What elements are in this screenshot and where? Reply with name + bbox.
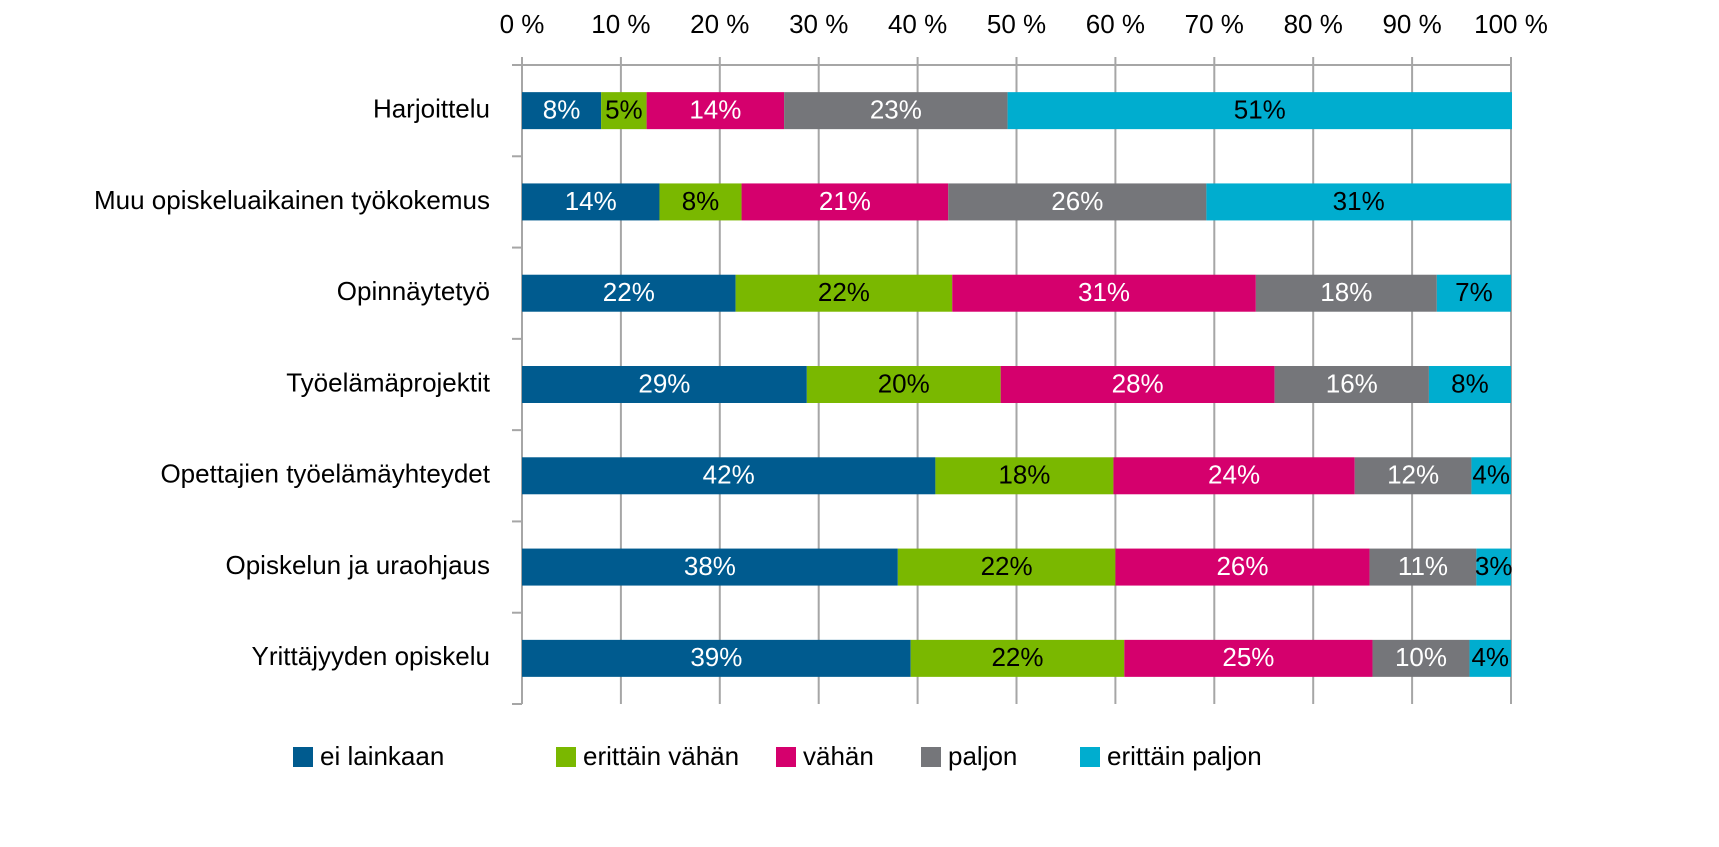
bar-segment — [741, 183, 949, 221]
bar-segment — [948, 183, 1207, 221]
data-label: 4% — [1471, 642, 1509, 672]
bar-segment — [522, 366, 807, 403]
bar-segment — [522, 639, 911, 677]
category-label: Muu opiskeluaikainen työkokemus — [94, 185, 490, 215]
data-label: 39% — [690, 642, 742, 672]
legend-swatch — [921, 747, 941, 767]
bar-segment — [522, 274, 736, 312]
bar-segment — [806, 366, 1001, 403]
data-label: 18% — [998, 460, 1050, 490]
bar-segment — [1372, 639, 1470, 677]
data-label: 24% — [1208, 460, 1260, 490]
data-label: 8% — [543, 95, 581, 125]
data-label: 3% — [1475, 551, 1513, 581]
data-label: 22% — [981, 551, 1033, 581]
legend-label: erittäin vähän — [583, 741, 739, 771]
bar-segment — [1274, 366, 1429, 403]
x-tick-label: 10 % — [591, 9, 650, 39]
data-label: 21% — [819, 186, 871, 216]
legend-swatch — [776, 747, 796, 767]
data-label: 8% — [682, 186, 720, 216]
data-label: 28% — [1112, 368, 1164, 398]
x-tick-label: 100 % — [1474, 9, 1548, 39]
x-tick-label: 40 % — [888, 9, 947, 39]
bar-segment — [1369, 548, 1477, 586]
bar-segment — [522, 548, 898, 586]
bar-segment — [1436, 274, 1511, 312]
data-label: 51% — [1234, 95, 1286, 125]
category-label: Opiskelun ja uraohjaus — [226, 550, 491, 580]
bar-segment — [1113, 457, 1355, 495]
bar-segment — [522, 92, 602, 130]
bar-segment — [897, 548, 1116, 586]
data-label: 22% — [818, 277, 870, 307]
bar-segment — [522, 183, 660, 221]
bar-segment — [601, 92, 647, 130]
legend-label: paljon — [948, 741, 1017, 771]
data-label: 25% — [1222, 642, 1274, 672]
bar-segment — [952, 274, 1256, 312]
legend-label: ei lainkaan — [320, 741, 444, 771]
data-label: 31% — [1078, 277, 1130, 307]
legend-label: vähän — [803, 741, 874, 771]
bar-segment — [935, 457, 1114, 495]
category-label: Yrittäjyyden opiskelu — [252, 641, 490, 671]
data-label: 8% — [1451, 368, 1489, 398]
data-label: 22% — [603, 277, 655, 307]
data-label: 20% — [878, 368, 930, 398]
legend-label: erittäin paljon — [1107, 741, 1262, 771]
bar-segment — [1354, 457, 1472, 495]
bar-segment — [1115, 548, 1370, 586]
bar-segment — [1428, 366, 1511, 403]
data-label: 12% — [1387, 460, 1439, 490]
data-label: 22% — [991, 642, 1043, 672]
x-tick-label: 60 % — [1086, 9, 1145, 39]
category-label: Harjoittelu — [373, 94, 490, 124]
x-tick-label: 90 % — [1382, 9, 1441, 39]
data-label: 5% — [605, 95, 643, 125]
data-label: 26% — [1216, 551, 1268, 581]
data-label: 11% — [1398, 551, 1448, 581]
data-label: 18% — [1320, 277, 1372, 307]
category-label: Työelämäprojektit — [286, 367, 491, 397]
bar-segment — [1206, 183, 1511, 221]
bar-segment — [735, 274, 953, 312]
data-label: 4% — [1472, 460, 1510, 490]
x-tick-label: 30 % — [789, 9, 848, 39]
x-tick-label: 0 % — [500, 9, 545, 39]
legend-swatch — [1080, 747, 1100, 767]
data-label: 16% — [1326, 368, 1378, 398]
category-label: Opettajien työelämäyhteydet — [160, 459, 490, 489]
data-label: 14% — [565, 186, 617, 216]
x-tick-label: 80 % — [1284, 9, 1343, 39]
data-label: 31% — [1333, 186, 1385, 216]
bar-segment — [646, 92, 785, 130]
data-label: 14% — [689, 95, 741, 125]
data-label: 23% — [870, 95, 922, 125]
x-tick-label: 20 % — [690, 9, 749, 39]
bar-segment — [1007, 92, 1512, 130]
data-label: 7% — [1455, 277, 1493, 307]
bar-segment — [910, 639, 1125, 677]
legend-swatch — [556, 747, 576, 767]
bar-segment — [784, 92, 1008, 130]
x-tick-label: 50 % — [987, 9, 1046, 39]
bar-segment — [659, 183, 742, 221]
category-label: Opinnäytetyö — [337, 276, 490, 306]
bar-segment — [1000, 366, 1275, 403]
data-label: 38% — [684, 551, 736, 581]
x-tick-label: 70 % — [1185, 9, 1244, 39]
data-label: 29% — [638, 368, 690, 398]
data-label: 42% — [703, 460, 755, 490]
bar-segment — [1124, 639, 1373, 677]
legend-swatch — [293, 747, 313, 767]
bar-segment — [1469, 639, 1511, 677]
bar-segment — [1471, 457, 1511, 495]
bar-segment — [1255, 274, 1437, 312]
bar-segment — [522, 457, 936, 495]
bar-segment — [1476, 548, 1511, 586]
data-label: 10% — [1395, 642, 1447, 672]
data-label: 26% — [1051, 186, 1103, 216]
